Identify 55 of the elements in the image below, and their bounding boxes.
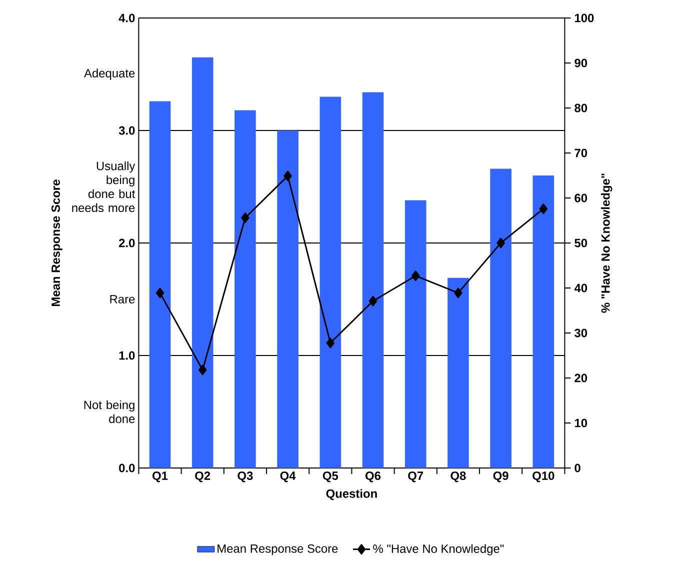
bar [532, 175, 554, 468]
bar [277, 130, 298, 468]
y2-tick-label: 70 [574, 148, 588, 158]
point [326, 338, 335, 348]
point [454, 288, 462, 298]
y2-tick-label: 0 [574, 464, 580, 472]
x-tick-label: Q4 [280, 472, 296, 482]
y2-axis-title: % "Have No Knowledge" [601, 174, 612, 313]
y2-tick-label: 30 [574, 328, 588, 338]
bar [234, 110, 256, 468]
x-tick-label: Q7 [408, 472, 424, 482]
y2-tick-label: 80 [574, 104, 588, 112]
point [284, 170, 292, 182]
point [368, 296, 378, 306]
bar [320, 96, 342, 468]
bar [362, 92, 384, 468]
y2-tick-label: 60 [574, 194, 588, 202]
x-tick-label: Q5 [322, 472, 338, 482]
point [496, 238, 505, 248]
point [411, 270, 420, 282]
x-tick-label: Q3 [238, 472, 253, 482]
x-axis-title: Question [326, 489, 377, 500]
y-tick-label: 4.0 [118, 14, 135, 22]
bar [490, 168, 512, 468]
x-tick-label: Q10 [532, 472, 554, 482]
y2-tick-label: 50 [574, 238, 588, 248]
y2-tick-label: 40 [574, 284, 588, 292]
bar [448, 278, 469, 468]
x-tick-label: Q8 [450, 472, 466, 482]
legend-label: % "Have No Knowledge" [373, 544, 504, 556]
y2-tick-label: 10 [574, 418, 588, 428]
bar [149, 101, 171, 468]
point [241, 212, 250, 224]
point [539, 204, 548, 214]
y2-tick-label: 100 [574, 14, 594, 22]
y-axis-title: Mean Response Score [52, 180, 62, 306]
y-tick-label: Not being done [84, 400, 135, 424]
x-tick-label: Q6 [366, 472, 381, 482]
point [198, 364, 207, 376]
y-tick-label: 0.0 [119, 464, 135, 472]
y-tick-label: 2.0 [118, 238, 135, 248]
bar [192, 57, 214, 468]
y-tick-label: 3.0 [118, 126, 135, 135]
y-tick-label: 1.0 [119, 351, 135, 360]
y2-tick-label: 20 [574, 374, 588, 382]
point [156, 288, 164, 298]
y-tick-label: Adequate [84, 68, 135, 80]
y2-tick-label: 90 [574, 58, 588, 68]
x-tick-label: Q2 [195, 472, 210, 482]
x-tick-label: Q9 [493, 472, 508, 482]
legend-label: Mean Response Score [218, 544, 338, 556]
bar [404, 200, 426, 468]
y-tick-label: Rare [110, 295, 135, 304]
y-tick-label: Usually being done but needs more [72, 161, 136, 212]
x-tick-label: Q1 [152, 472, 168, 482]
